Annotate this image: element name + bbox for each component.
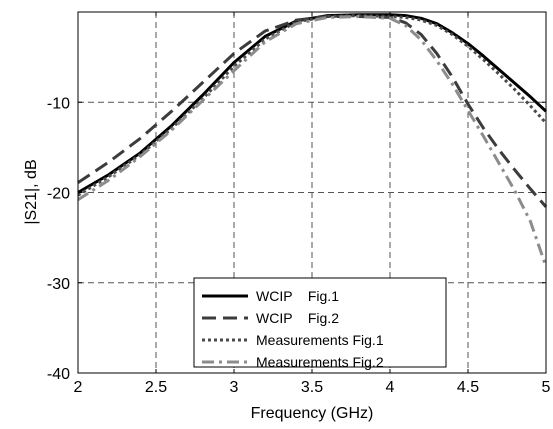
legend: WCIP Fig.1 WCIP Fig.2 Measurements Fig.1 Me… [193, 277, 447, 370]
legend-box [193, 277, 447, 368]
x-tick-labels: 2 2.5 3 3.5 4 4.5 5 [74, 379, 551, 396]
y-tick-label: -30 [47, 276, 70, 293]
legend-label-1: WCIP Fig.1 [256, 288, 339, 304]
series-line-3 [77, 14, 548, 197]
x-axis-label: Frequency (GHz) [251, 405, 374, 422]
legend-label-4: Measurements Fig.2 [256, 354, 384, 370]
x-tick-label: 4.5 [457, 379, 479, 396]
x-tick-label: 5 [542, 379, 551, 396]
x-tick-label: 4 [386, 379, 395, 396]
y-axis-label: |S21|, dB [23, 159, 40, 224]
axis-ticks [77, 11, 547, 374]
series-line-4 [77, 15, 548, 267]
x-tick-label: 3.5 [301, 379, 323, 396]
legend-label-3: Measurements Fig.1 [256, 332, 384, 348]
x-tick-label: 2 [74, 379, 83, 396]
y-tick-label: -20 [47, 186, 70, 203]
x-tick-label: 3 [230, 379, 239, 396]
legend-label-2: WCIP Fig.2 [256, 310, 339, 326]
y-tick-label: -10 [47, 95, 70, 112]
y-tick-labels: -40 -30 -20 -10 [47, 95, 70, 383]
series-lines [77, 13, 548, 267]
x-tick-label: 2.5 [145, 379, 167, 396]
y-tick-label: -40 [47, 366, 70, 383]
